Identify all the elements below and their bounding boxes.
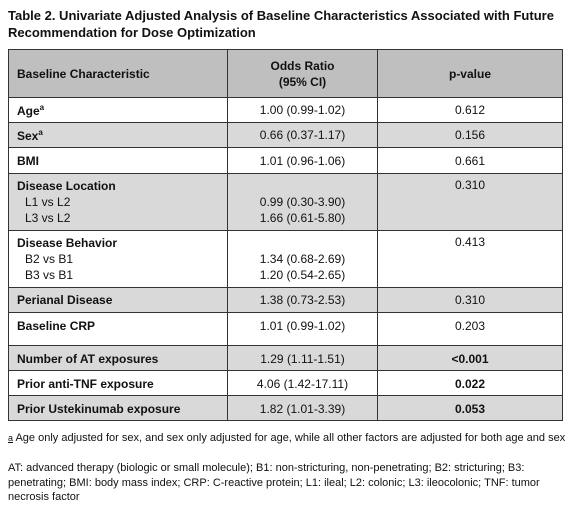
header-odds-ratio-line2: (95% CI) (278, 74, 327, 89)
row-odds-ratio: 1.29 (1.11-1.51) (227, 345, 378, 371)
row-label: BMI (8, 147, 228, 174)
footnote-a: a Age only adjusted for sex, and sex onl… (8, 431, 566, 446)
table-row: Agea 1.00 (0.99-1.02) 0.612 (8, 97, 563, 123)
header-pvalue: p-value (377, 49, 563, 98)
table-row: Number of AT exposures 1.29 (1.11-1.51) … (8, 345, 563, 371)
table-row: Baseline CRP 1.01 (0.99-1.02) 0.203 (8, 312, 563, 346)
table-row: Prior anti-TNF exposure 4.06 (1.42-17.11… (8, 370, 563, 396)
row-label: Disease Location L1 vs L2 L3 vs L2 (8, 173, 228, 231)
table-row: Disease Location L1 vs L2 L3 vs L2 0.99 … (8, 173, 563, 231)
row-label: Prior anti-TNF exposure (8, 370, 228, 396)
row-label: Agea (8, 97, 228, 123)
row-odds-ratio: 1.82 (1.01-3.39) (227, 395, 378, 421)
table-row: Perianal Disease 1.38 (0.73-2.53) 0.310 (8, 287, 563, 313)
row-pvalue: 0.310 (377, 173, 563, 231)
row-odds-ratio: 0.66 (0.37-1.17) (227, 122, 378, 148)
table-row: Prior Ustekinumab exposure 1.82 (1.01-3.… (8, 395, 563, 421)
row-odds-ratio: 1.00 (0.99-1.02) (227, 97, 378, 123)
row-label: Baseline CRP (8, 312, 228, 346)
header-row: Baseline Characteristic Odds Ratio (95% … (8, 49, 563, 98)
table-row: Sexa 0.66 (0.37-1.17) 0.156 (8, 122, 563, 148)
row-pvalue: 0.053 (377, 395, 563, 421)
row-label: Number of AT exposures (8, 345, 228, 371)
header-odds-ratio-line1: Odds Ratio (270, 58, 335, 73)
footnote-a-marker: a (8, 433, 14, 443)
table-row: Disease Behavior B2 vs B1 B3 vs B1 1.34 … (8, 230, 563, 288)
row-odds-ratio: 1.01 (0.96-1.06) (227, 147, 378, 174)
row-pvalue: 0.022 (377, 370, 563, 396)
row-odds-ratio: 4.06 (1.42-17.11) (227, 370, 378, 396)
row-label: Sexa (8, 122, 228, 148)
row-odds-ratio: 1.38 (0.73-2.53) (227, 287, 378, 313)
footnote-a-text: Age only adjusted for sex, and sex only … (13, 432, 566, 444)
row-label: Perianal Disease (8, 287, 228, 313)
row-label: Disease Behavior B2 vs B1 B3 vs B1 (8, 230, 228, 288)
row-label: Prior Ustekinumab exposure (8, 395, 228, 421)
footnote-abbreviations: AT: advanced therapy (biologic or small … (8, 462, 540, 503)
row-odds-ratio: 1.01 (0.99-1.02) (227, 312, 378, 346)
row-pvalue: <0.001 (377, 345, 563, 371)
row-pvalue: 0.413 (377, 230, 563, 288)
row-pvalue: 0.156 (377, 122, 563, 148)
row-pvalue: 0.203 (377, 312, 563, 346)
header-characteristic: Baseline Characteristic (8, 49, 228, 98)
row-odds-ratio: 0.99 (0.30-3.90) 1.66 (0.61-5.80) (227, 173, 378, 231)
table-title: Table 2. Univariate Adjusted Analysis of… (8, 8, 554, 40)
row-pvalue: 0.612 (377, 97, 563, 123)
header-odds-ratio: Odds Ratio (95% CI) (227, 49, 378, 98)
row-odds-ratio: 1.34 (0.68-2.69) 1.20 (0.54-2.65) (227, 230, 378, 288)
row-pvalue: 0.310 (377, 287, 563, 313)
row-pvalue: 0.661 (377, 147, 563, 174)
table-row: BMI 1.01 (0.96-1.06) 0.661 (8, 147, 563, 174)
results-table: Baseline Characteristic Odds Ratio (95% … (8, 49, 563, 421)
